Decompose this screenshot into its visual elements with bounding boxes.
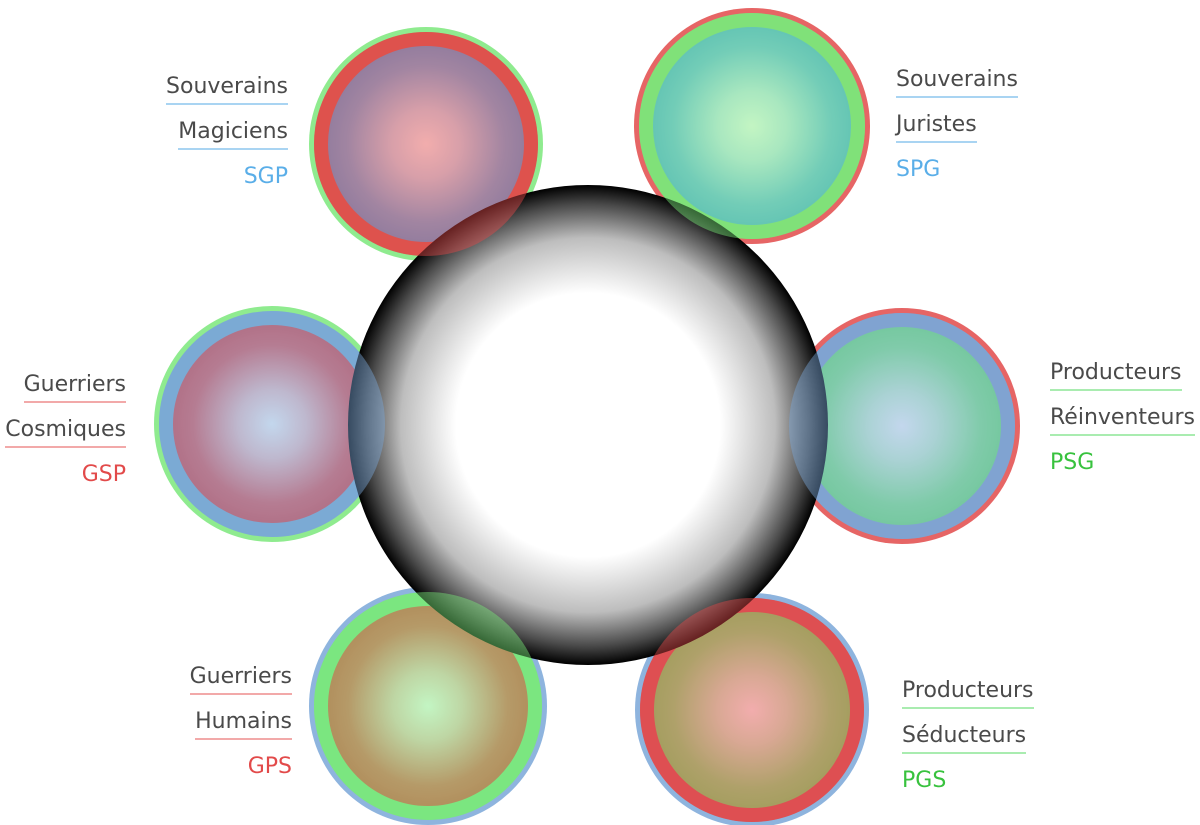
label-group-psg: Producteurs Réinventeurs PSG [1050,360,1195,476]
overlap-psg [789,313,1015,539]
sphere-gsp [154,306,390,542]
sphere-psg [784,308,1020,544]
label-group-pgs: Producteurs Séducteurs PGS [902,678,1034,794]
label-code: SGP [243,164,288,189]
overlap-sgp [314,32,538,256]
central-sphere [348,185,828,665]
sphere-sgp [309,27,543,261]
label-name2: Réinventeurs [1050,405,1195,436]
overlap-pgs [640,598,864,822]
label-name2: Magiciens [178,119,288,150]
overlap-gps [314,592,542,820]
sphere-core [173,325,371,523]
sphere-gps [309,587,547,825]
label-group-sgp: Souverains Magiciens SGP [166,74,288,190]
sphere-core [328,46,524,242]
label-code: GPS [247,754,292,779]
label-name2: Humains [195,709,292,740]
overlap-layer [159,13,1015,822]
overlap-spg [639,13,865,239]
label-name2: Séducteurs [902,723,1027,754]
sphere-core [654,612,850,808]
label-name1: Producteurs [1050,360,1182,391]
label-name2: Cosmiques [5,417,126,448]
label-group-gsp: Guerriers Cosmiques GSP [5,372,126,488]
label-name1: Guerriers [23,372,126,403]
sphere-pgs [635,593,869,825]
label-group-spg: Souverains Juristes SPG [896,67,1018,183]
sphere-spg [634,8,870,244]
label-name2: Juristes [896,112,977,143]
label-code: SPG [896,157,941,182]
label-group-gps: Guerriers Humains GPS [189,664,292,780]
label-name1: Souverains [166,74,288,105]
sphere-core [328,606,528,806]
sphere-core [803,327,1001,525]
label-code: PSG [1050,450,1095,475]
label-code: GSP [81,462,126,487]
label-name1: Souverains [896,67,1018,98]
label-name1: Guerriers [189,664,292,695]
overlap-gsp [159,311,385,537]
sphere-core [653,27,851,225]
label-name1: Producteurs [902,678,1034,709]
label-code: PGS [902,768,947,793]
